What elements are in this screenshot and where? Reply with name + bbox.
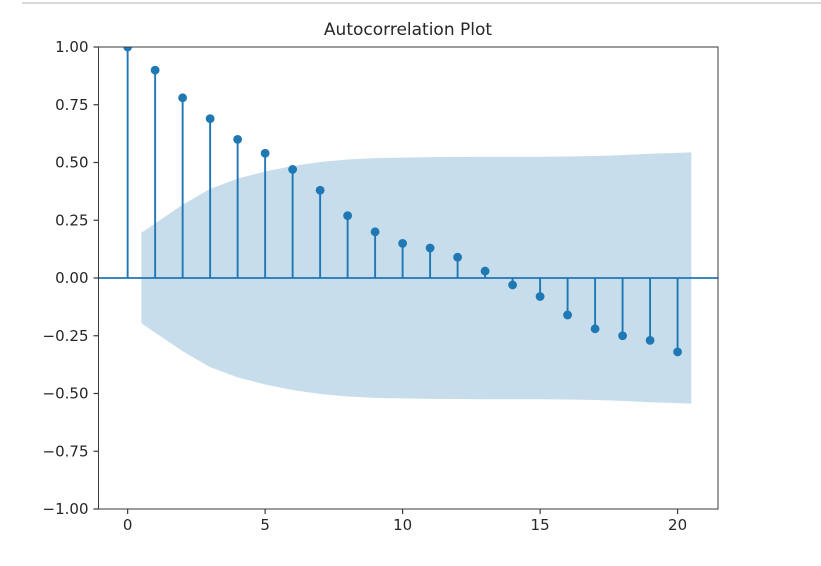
data-point-marker xyxy=(205,114,215,124)
data-point-marker xyxy=(645,335,655,345)
y-tick-label: −0.25 xyxy=(43,327,89,345)
data-point-marker xyxy=(288,165,298,174)
y-tick-label: −1.00 xyxy=(43,500,89,518)
data-point-marker xyxy=(508,280,517,290)
data-point-marker xyxy=(535,292,545,301)
data-point-marker xyxy=(315,185,325,195)
data-point-marker xyxy=(398,238,408,248)
data-point-marker xyxy=(425,243,435,253)
y-tick-label: 1.00 xyxy=(55,38,88,56)
data-point-marker xyxy=(233,135,243,144)
x-tick-label: 20 xyxy=(668,516,687,534)
plot-contents xyxy=(98,47,718,404)
y-tick-label: −0.75 xyxy=(43,442,89,460)
data-point-marker xyxy=(590,324,600,334)
data-point-marker xyxy=(618,331,627,341)
x-tick-label: 5 xyxy=(260,516,270,534)
data-point-marker xyxy=(150,65,160,75)
data-point-marker xyxy=(370,227,380,237)
y-tick-label: −0.50 xyxy=(43,385,89,403)
x-tick-label: 10 xyxy=(393,516,412,534)
y-tick-label: 0.25 xyxy=(55,211,88,229)
x-tick-label: 0 xyxy=(123,516,133,534)
data-point-marker xyxy=(453,252,463,262)
data-point-marker xyxy=(178,93,188,103)
data-point-marker xyxy=(260,148,270,158)
y-tick-label: 0.75 xyxy=(55,96,88,114)
data-point-marker xyxy=(480,266,490,276)
data-point-marker xyxy=(343,211,353,221)
y-tick-label: 0.50 xyxy=(55,154,88,172)
data-point-marker xyxy=(123,47,133,52)
window-top-border xyxy=(22,2,821,4)
x-tick-label: 15 xyxy=(531,516,550,534)
y-tick-label: 0.00 xyxy=(55,269,88,287)
data-point-marker xyxy=(563,310,572,320)
chart-title: Autocorrelation Plot xyxy=(323,20,493,40)
data-point-marker xyxy=(673,347,682,357)
